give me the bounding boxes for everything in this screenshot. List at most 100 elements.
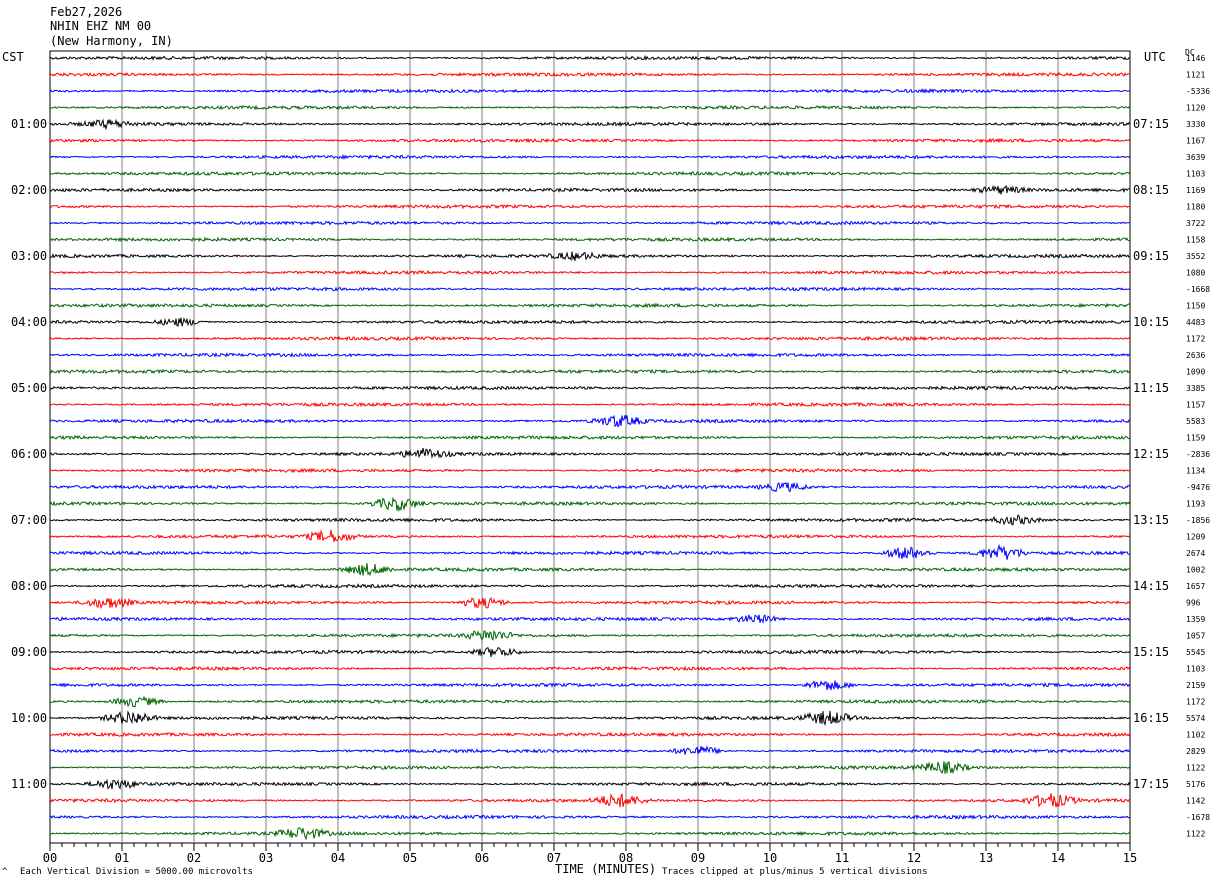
trace-row [49,695,1130,708]
dc-value-label: 1142 [1186,797,1205,806]
dc-label: DC [1185,48,1195,57]
dc-value-label: 3639 [1186,153,1205,162]
trace-row [49,385,1131,391]
trace-row [49,680,1131,691]
left-hour-label: 08:00 [11,579,47,593]
dc-value-label: 1193 [1186,500,1205,509]
trace-row [49,543,1130,560]
trace-row [49,563,1131,577]
dc-value-label: 1103 [1186,665,1205,674]
trace-row [49,118,1131,131]
trace-row [49,335,1131,342]
dc-value-label: 5176 [1186,780,1205,789]
logo-mark: ^ [2,867,8,877]
trace-row [50,251,1131,262]
x-tick-label: 10 [763,851,777,865]
x-tick-label: 06 [475,851,489,865]
dc-value-label: 3330 [1186,120,1205,129]
dc-value-label: 5574 [1186,714,1205,723]
dc-value-label: 5545 [1186,648,1205,657]
x-tick-label: 15 [1123,851,1137,865]
trace-row [49,71,1131,78]
trace-row [49,236,1131,243]
x-tick-label: 11 [835,851,849,865]
dc-value-label: 1359 [1186,615,1205,624]
right-hour-label: 15:15 [1133,645,1169,659]
x-tick-label: 09 [691,851,705,865]
dc-value-label: 1167 [1186,137,1205,146]
dc-value-label: 1122 [1186,830,1205,839]
trace-row [49,647,1131,658]
x-tick-label: 01 [115,851,129,865]
right-hour-label: 09:15 [1133,249,1169,263]
dc-value-label: 2159 [1186,681,1205,690]
left-hour-label: 07:00 [11,513,47,527]
trace-row [49,401,1131,408]
dc-value-label: 1157 [1186,401,1205,410]
trace-row [49,368,1131,375]
dc-value-label: 1159 [1186,434,1205,443]
trace-row [49,467,1131,474]
dc-value-label: 1209 [1186,533,1205,542]
x-tick-label: 14 [1051,851,1065,865]
x-axis-title: TIME (MINUTES) [555,862,657,876]
trace-row [49,496,1131,513]
dc-value-label: 1103 [1186,170,1205,179]
dc-value-label: -1668 [1186,285,1210,294]
trace-row [49,481,1131,493]
dc-value-label: 1172 [1186,698,1205,707]
right-hour-label: 14:15 [1133,579,1169,593]
right-hour-label: 08:15 [1133,183,1169,197]
dc-value-label: 1134 [1186,467,1205,476]
trace-row [49,184,1130,195]
dc-value-label: 1002 [1186,566,1205,575]
trace-row [49,597,1131,610]
trace-row [49,793,1131,808]
trace-row [49,269,1131,276]
dc-value-label: -1678 [1186,813,1210,822]
dc-value-label: -5336 [1186,87,1210,96]
trace-row [49,286,1131,292]
dc-value-label: 3722 [1186,219,1205,228]
trace-row [49,710,1131,726]
dc-value-label: -1856 [1186,516,1210,525]
dc-value-label: 3385 [1186,384,1205,393]
x-tick-label: 04 [331,851,345,865]
trace-row [49,814,1131,820]
trace-row [49,54,1131,61]
left-hour-label: 02:00 [11,183,47,197]
dc-value-label: 5583 [1186,417,1205,426]
x-tick-label: 07 [547,851,561,865]
dc-value-label: 1120 [1186,104,1205,113]
right-hour-label: 07:15 [1133,117,1169,131]
dc-value-label: 1146 [1186,54,1205,63]
trace-row [49,778,1131,790]
right-hour-label: 16:15 [1133,711,1169,725]
dc-value-label: 1102 [1186,731,1205,740]
dc-value-label: 2829 [1186,747,1205,756]
trace-row [49,153,1131,161]
left-hour-label: 01:00 [11,117,47,131]
x-tick-label: 08 [619,851,633,865]
left-hour-label: 09:00 [11,645,47,659]
trace-row [49,170,1131,177]
x-tick-label: 05 [403,851,417,865]
left-hour-label: 03:00 [11,249,47,263]
trace-row [49,302,1131,309]
dc-value-label: 1121 [1186,71,1205,80]
station-label: NHIN EHZ NM 00 [50,19,152,33]
plot-frame [49,50,1131,844]
left-hour-label: 10:00 [11,711,47,725]
location-label: (New Harmony, IN) [50,34,173,48]
right-hour-label: 17:15 [1133,777,1169,791]
trace-row [49,614,1131,624]
dc-value-label: 2636 [1186,351,1205,360]
trace-row [49,220,1131,226]
dc-value-label: -2836 [1186,450,1210,459]
right-timezone-label: UTC [1144,50,1166,64]
x-tick-label: 02 [187,851,201,865]
dc-value-label: -9476 [1186,483,1210,492]
right-hour-label: 11:15 [1133,381,1169,395]
trace-row [49,629,1131,641]
trace-row [49,665,1131,672]
